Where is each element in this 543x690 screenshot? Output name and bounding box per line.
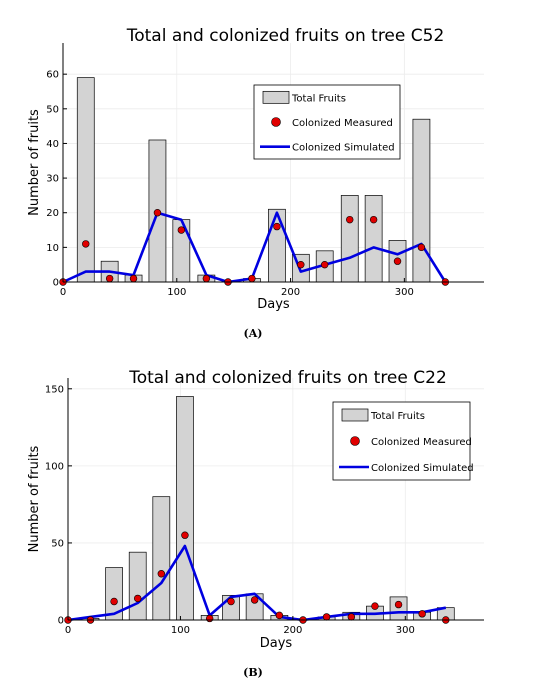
x-tick-label: 100 [171,625,190,636]
data-point [369,215,378,224]
chart-panel-0: 0 10 20 30 40 50 60 0 100 200 300 Total and coloniz… [27,26,484,340]
bar [340,195,359,283]
data-point [105,274,114,283]
legend-label-total-fruits: Total Fruits [370,411,425,422]
data-point [227,597,235,606]
data-point [371,602,379,610]
data-point [153,209,162,217]
data-point [134,594,142,603]
bar [176,396,194,621]
data-point [202,274,211,283]
y-tick-label: 10 [46,243,59,254]
data-point [275,611,284,620]
y-tick-label: 100 [45,461,64,472]
data-point [82,240,90,248]
data-point [205,614,214,623]
x-tick-label: 200 [281,287,300,298]
chart-panel-1: 0 50 100 150 0 100 200 300 Total and colonized f… [27,368,484,679]
y-tick-label: 40 [46,139,59,150]
bar [364,195,383,283]
x-tick-label: 200 [283,625,302,636]
legend-label-colonized-measured: Colonized Measured [292,118,393,129]
legend: Total Fruits Colonized Measured Colonized … [332,401,474,481]
data-point [297,260,305,269]
data-point [177,226,186,234]
panel-label: (A) [244,327,263,340]
y-tick-label: 50 [51,538,64,549]
data-point [181,531,189,539]
y-tick-label: 0 [53,278,59,289]
charts-root: 0 10 20 30 40 50 60 0 100 200 300 Total and coloniz… [27,26,484,679]
legend: Total Fruits Colonized Measured Colonized … [253,84,401,160]
data-point [417,243,426,252]
data-point [322,613,331,621]
legend-point-swatch [350,436,360,446]
bar [268,208,286,283]
data-point [157,570,166,578]
data-point [393,257,402,265]
legend-label-colonized-simulated: Colonized Simulated [292,143,395,154]
y-tick-label: 30 [46,174,59,185]
data-point [250,596,259,604]
legend-label-colonized-simulated: Colonized Simulated [371,463,474,474]
y-axis-label: Number of fruits [27,109,42,216]
x-tick-label: 0 [65,625,71,636]
data-point [347,613,356,621]
data-point [273,222,281,231]
legend-label-total-fruits: Total Fruits [291,93,346,104]
legend-label-colonized-measured: Colonized Measured [371,437,472,448]
data-point [110,597,118,606]
y-tick-label: 50 [46,104,59,115]
data-point [321,260,329,269]
y-tick-label: 20 [46,208,59,219]
x-axis-label: Days [260,636,293,651]
chart-title: Total and colonized fruits on tree C22 [128,368,447,388]
bar [389,596,408,621]
chart-title: Total and colonized fruits on tree C52 [126,26,445,46]
legend-bar-swatch [341,408,369,422]
data-point [346,215,354,224]
bar [152,496,171,621]
series-line-colonized-simulated [67,544,447,622]
legend-point-swatch [271,117,281,127]
data-point [129,274,138,283]
y-tick-label: 0 [58,616,64,627]
bar [76,77,95,283]
legend-bar-swatch [262,90,290,104]
x-tick-label: 300 [395,287,414,298]
panel-label: (B) [243,666,263,679]
y-tick-label: 150 [45,384,64,395]
bar [128,551,147,621]
x-tick-label: 0 [60,287,66,298]
y-tick-label: 60 [46,70,59,81]
x-tick-label: 300 [396,625,415,636]
data-point [248,274,256,283]
bar [412,118,431,283]
data-point [394,600,403,609]
x-tick-label: 100 [167,287,186,298]
y-axis-label: Number of fruits [27,445,42,552]
x-axis-label: Days [257,297,290,312]
data-point [418,610,426,618]
